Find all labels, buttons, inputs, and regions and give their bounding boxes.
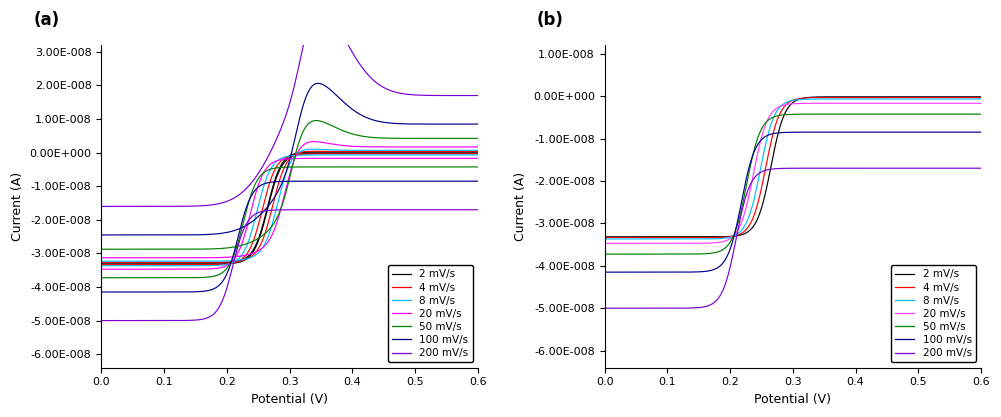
X-axis label: Potential (V): Potential (V): [251, 393, 328, 406]
Text: (b): (b): [537, 11, 564, 29]
Legend: 2 mV/s, 4 mV/s, 8 mV/s, 20 mV/s, 50 mV/s, 100 mV/s, 200 mV/s: 2 mV/s, 4 mV/s, 8 mV/s, 20 mV/s, 50 mV/s…: [891, 265, 976, 362]
X-axis label: Potential (V): Potential (V): [755, 393, 832, 406]
Y-axis label: Current (A): Current (A): [11, 172, 24, 241]
Y-axis label: Current (A): Current (A): [515, 172, 528, 241]
Legend: 2 mV/s, 4 mV/s, 8 mV/s, 20 mV/s, 50 mV/s, 100 mV/s, 200 mV/s: 2 mV/s, 4 mV/s, 8 mV/s, 20 mV/s, 50 mV/s…: [388, 265, 472, 362]
Text: (a): (a): [34, 11, 60, 29]
